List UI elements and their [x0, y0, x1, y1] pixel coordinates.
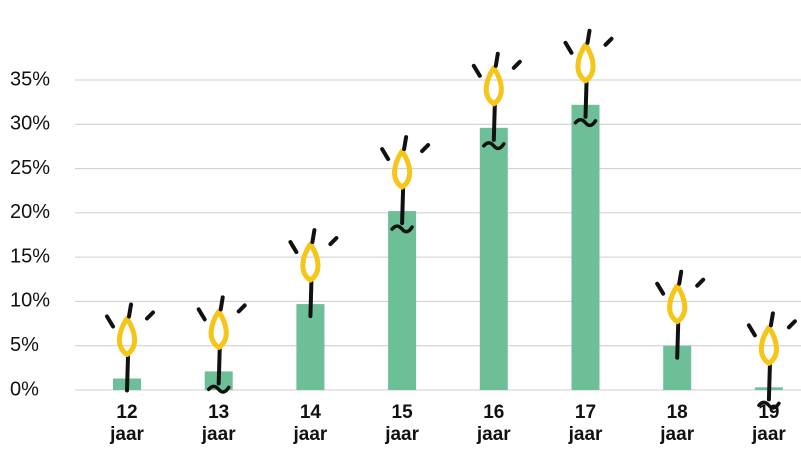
candle-drip [206, 384, 231, 394]
spark [655, 281, 666, 296]
candle-wick [308, 280, 314, 319]
y-tick-label: 35% [10, 68, 50, 90]
candle-wick [675, 321, 681, 360]
candle-drip [573, 118, 598, 128]
x-tick-label: 12 jaar [110, 402, 144, 445]
y-tick-label: 20% [10, 201, 50, 223]
spark [218, 295, 225, 312]
bar [571, 104, 600, 391]
y-tick-label: 10% [10, 290, 50, 312]
candle-wick [491, 103, 497, 142]
candle-flame [483, 65, 504, 107]
spark [310, 228, 317, 245]
candle-flame [667, 283, 688, 325]
candle-flame [300, 241, 321, 283]
x-tick-label: 14 jaar [293, 402, 328, 445]
candle-flame [575, 42, 596, 84]
spark [380, 147, 391, 162]
candle-flame [208, 308, 229, 350]
y-tick-label: 25% [10, 157, 50, 179]
y-tick-label: 15% [10, 245, 50, 267]
spark [105, 314, 115, 329]
spark [563, 40, 574, 55]
candle-wick [125, 354, 130, 393]
spark [493, 51, 500, 68]
spark [511, 59, 522, 70]
y-tick-label: 5% [10, 334, 39, 356]
spark [677, 269, 684, 286]
x-tick-label: 18 jaar [660, 402, 695, 445]
x-tick-label: 13 jaar [201, 402, 236, 445]
candle-wick [766, 363, 772, 402]
x-tick-label: 19 jaar [751, 402, 786, 445]
spark [603, 36, 614, 47]
spark [288, 240, 299, 255]
x-tick-label: 16 jaar [476, 402, 511, 445]
spark [471, 63, 482, 78]
spark [585, 28, 592, 45]
spark [402, 135, 409, 152]
spark [746, 323, 757, 338]
bar [296, 304, 325, 390]
y-tick-label: 30% [10, 113, 50, 135]
candle-wick [583, 80, 589, 119]
spark [695, 277, 706, 288]
spark [420, 143, 431, 154]
spark [768, 311, 775, 328]
candle-flame [117, 315, 137, 357]
candle-wick [216, 347, 222, 386]
bar [388, 211, 417, 390]
candle-wick [400, 187, 406, 226]
candle-drip [390, 224, 414, 234]
spark [196, 307, 207, 322]
candle-drip [482, 141, 506, 151]
y-tick-label: 0% [10, 378, 39, 400]
spark [236, 303, 247, 314]
bar [479, 127, 508, 390]
candle-drip [757, 400, 781, 410]
spark [328, 236, 339, 247]
x-tick-label: 17 jaar [568, 402, 603, 445]
spark [786, 319, 797, 330]
candle-flame [392, 148, 413, 190]
spark [127, 302, 133, 319]
spark [145, 310, 155, 321]
x-tick-label: 15 jaar [385, 402, 419, 445]
candle-flame [758, 324, 779, 366]
